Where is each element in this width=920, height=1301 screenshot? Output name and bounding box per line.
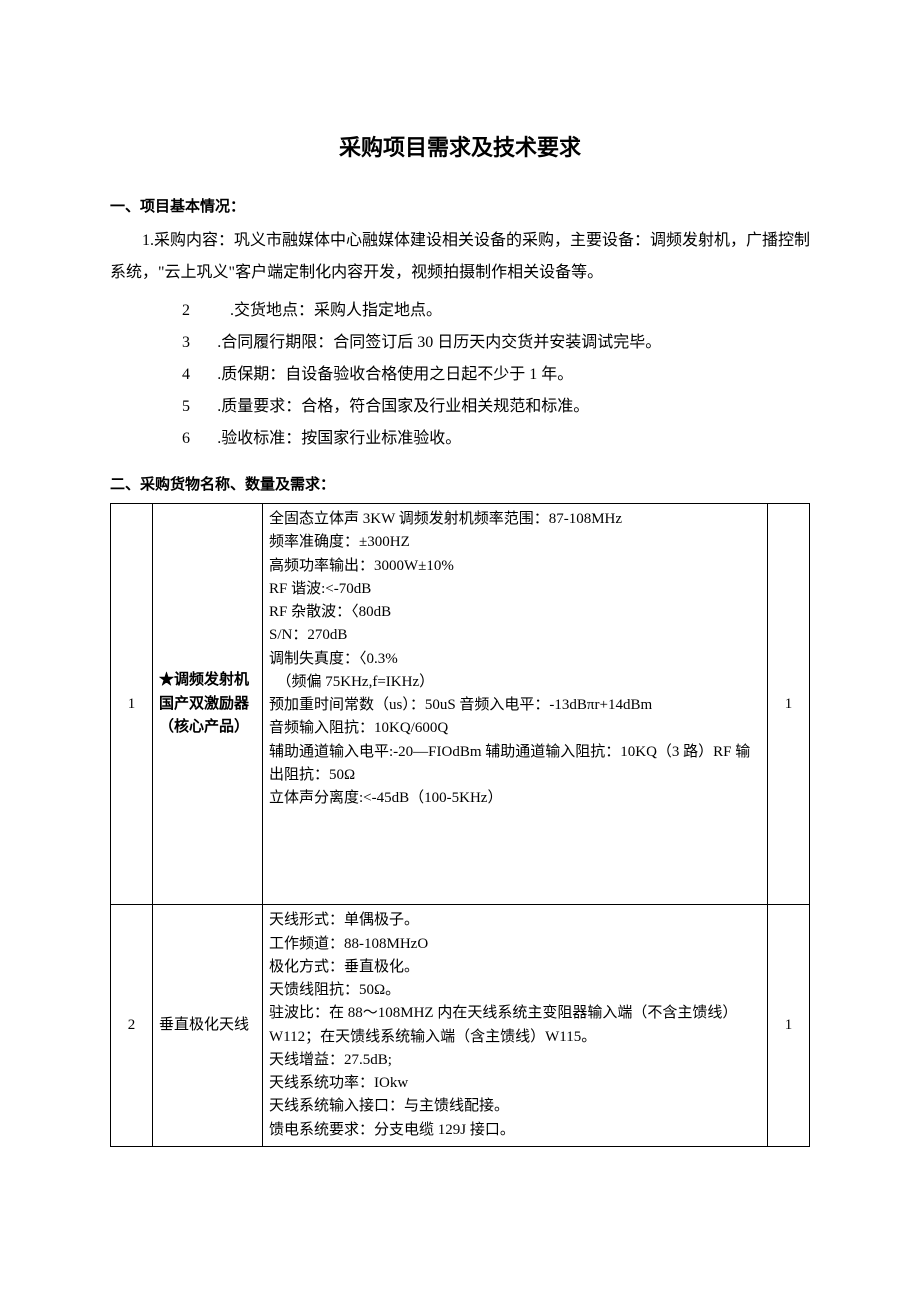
list-item: 5 .质量要求：合格，符合国家及行业相关规范和标准。 [182, 391, 810, 423]
spec-line: 馈电系统要求：分支电缆 129J 接口。 [269, 1119, 761, 1142]
list-num: 6 [182, 423, 217, 455]
spec-line: 驻波比：在 88～108MHZ 内在天线系统主变阻器输入端（不含主馈线）W112… [269, 1002, 761, 1049]
basic-info-list: 2 .交货地点：采购人指定地点。 3 .合同履行期限：合同签订后 30 日历天内… [110, 295, 810, 455]
cell-spec: 全固态立体声 3KW 调频发射机频率范围：87-108MHz 频率准确度：±30… [263, 504, 768, 905]
spec-line: 天线形式：单偶极子。 [269, 909, 761, 932]
list-text: .质保期：自设备验收合格使用之日起不少于 1 年。 [217, 359, 810, 391]
name-line: 垂直极化天线 [159, 1014, 256, 1037]
spec-line: RF 杂散波：〈80dB [269, 601, 761, 624]
spec-line: 频率准确度：±300HZ [269, 531, 761, 554]
list-item: 4 .质保期：自设备验收合格使用之日起不少于 1 年。 [182, 359, 810, 391]
spec-line: RF 谐波:<-70dB [269, 578, 761, 601]
cell-name: ★调频发射机 国产双激励器 （核心产品） [153, 504, 263, 905]
cell-qty: 1 [768, 905, 810, 1147]
spec-line: 辅助通道输入电平:-20—FIOdBm 辅助通道输入阻抗：10KQ（3 路）RF… [269, 741, 761, 788]
spec-line: 天线系统功率：IOkw [269, 1072, 761, 1095]
spec-line: 高频功率输出：3000W±10% [269, 555, 761, 578]
cell-qty: 1 [768, 504, 810, 905]
list-item: 2 .交货地点：采购人指定地点。 [182, 295, 810, 327]
cell-spec: 天线形式：单偶极子。 工作频道：88-108MHzO 极化方式：垂直极化。 天馈… [263, 905, 768, 1147]
spec-line: 立体声分离度:<-45dB（100-5KHz） [269, 787, 761, 810]
list-num: 5 [182, 391, 217, 423]
procurement-table: 1 ★调频发射机 国产双激励器 （核心产品） 全固态立体声 3KW 调频发射机频… [110, 503, 810, 1147]
name-line: （核心产品） [159, 716, 256, 739]
spec-line: （频偏 75KHz,f=IKHz） [269, 671, 761, 694]
section1-heading: 一、项目基本情况： [110, 195, 810, 219]
spacer [269, 810, 761, 900]
list-item: 6 .验收标准：按国家行业标准验收。 [182, 423, 810, 455]
list-text: .验收标准：按国家行业标准验收。 [217, 423, 810, 455]
spec-line: 天线系统输入接口：与主馈线配接。 [269, 1095, 761, 1118]
cell-name: 垂直极化天线 [153, 905, 263, 1147]
spec-line: 天馈线阻抗：50Ω。 [269, 979, 761, 1002]
list-num: 2 [182, 295, 217, 327]
spec-line: 调制失真度：〈0.3% [269, 648, 761, 671]
cell-index: 2 [111, 905, 153, 1147]
list-num: 4 [182, 359, 217, 391]
list-num: 3 [182, 327, 217, 359]
name-line: 国产双激励器 [159, 693, 256, 716]
spec-line: 极化方式：垂直极化。 [269, 956, 761, 979]
list-text: .质量要求：合格，符合国家及行业相关规范和标准。 [217, 391, 810, 423]
spec-line: 全固态立体声 3KW 调频发射机频率范围：87-108MHz [269, 508, 761, 531]
list-text: .交货地点：采购人指定地点。 [230, 295, 810, 327]
spec-line: 天线增益：27.5dB; [269, 1049, 761, 1072]
name-line: ★调频发射机 [159, 669, 256, 692]
intro-paragraph: 1.采购内容：巩义市融媒体中心融媒体建设相关设备的采购，主要设备：调频发射机，广… [110, 225, 810, 289]
table-row: 2 垂直极化天线 天线形式：单偶极子。 工作频道：88-108MHzO 极化方式… [111, 905, 810, 1147]
table-row: 1 ★调频发射机 国产双激励器 （核心产品） 全固态立体声 3KW 调频发射机频… [111, 504, 810, 905]
section2-heading: 二、采购货物名称、数量及需求： [110, 473, 810, 497]
spec-line: S/N：270dB [269, 624, 761, 647]
list-text: .合同履行期限：合同签订后 30 日历天内交货并安装调试完毕。 [217, 327, 810, 359]
spec-line: 音频输入阻抗：10KQ/600Q [269, 717, 761, 740]
cell-index: 1 [111, 504, 153, 905]
spec-line: 工作频道：88-108MHzO [269, 933, 761, 956]
spec-line: 预加重时间常数（us）：50uS 音频入电平：-13dBπr+14dBm [269, 694, 761, 717]
page-title: 采购项目需求及技术要求 [110, 130, 810, 165]
list-item: 3 .合同履行期限：合同签订后 30 日历天内交货并安装调试完毕。 [182, 327, 810, 359]
